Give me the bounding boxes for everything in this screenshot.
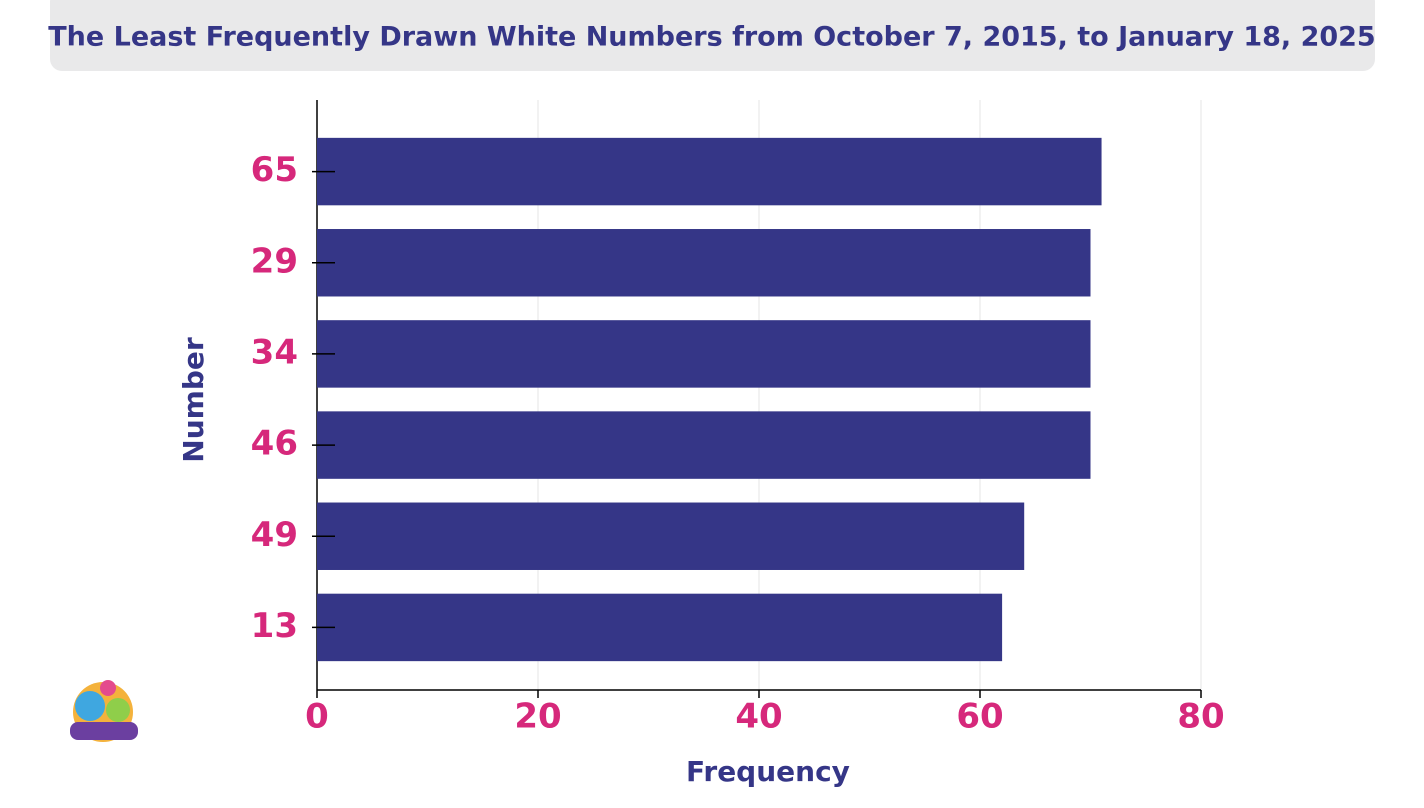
bar xyxy=(317,502,1025,570)
y-tick-label: 13 xyxy=(251,606,298,646)
x-tick-label: 80 xyxy=(1177,697,1224,737)
y-tick-label: 46 xyxy=(251,424,298,464)
x-tick-label: 0 xyxy=(305,697,329,737)
y-tick-label: 65 xyxy=(251,150,298,190)
chart-title: The Least Frequently Drawn White Numbers… xyxy=(48,22,1375,53)
bar xyxy=(317,229,1091,297)
logo xyxy=(70,680,138,742)
title-banner xyxy=(50,0,1375,71)
y-tick-label: 34 xyxy=(251,332,298,372)
bar xyxy=(317,411,1091,479)
x-tick-label: 20 xyxy=(514,697,561,737)
bar xyxy=(317,137,1102,206)
bar xyxy=(317,593,1003,662)
x-tick-label: 40 xyxy=(735,697,782,737)
y-tick-label: 29 xyxy=(251,241,298,281)
x-axis-label: Frequency xyxy=(686,755,850,788)
bar xyxy=(317,320,1091,388)
x-tick-label: 60 xyxy=(956,697,1003,737)
y-tick-label: 49 xyxy=(251,515,298,555)
y-axis-label: Number xyxy=(177,337,210,463)
